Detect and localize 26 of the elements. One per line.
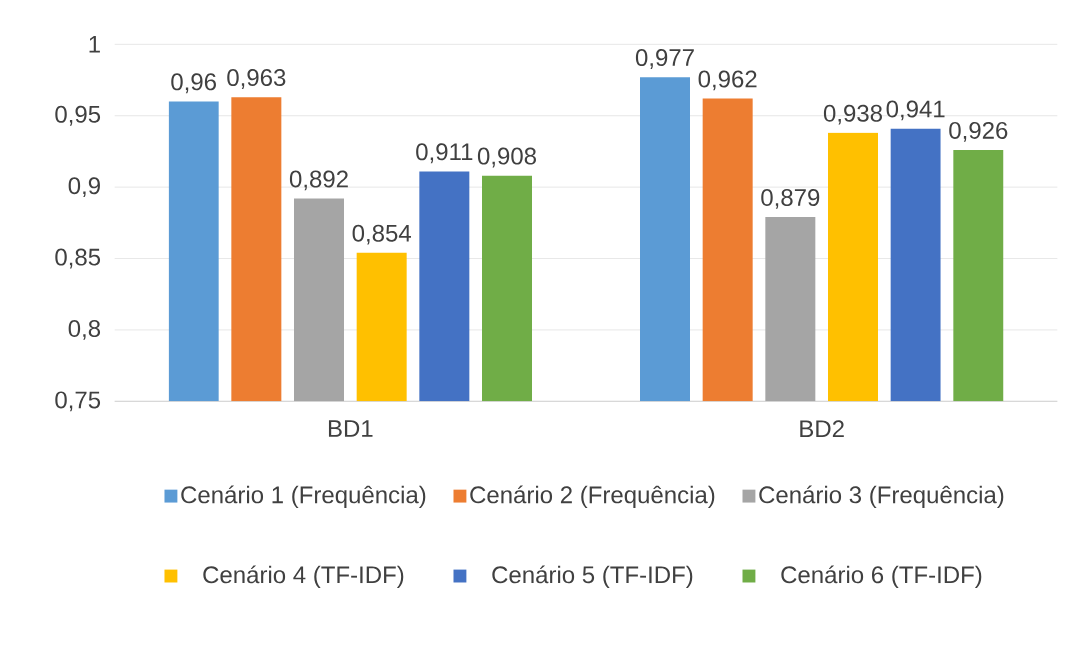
y-tick-label: 0,95 [55,105,101,126]
legend-label: Cenário 5 (TF-IDF) [492,565,693,589]
data-label: 0,879 [761,189,820,210]
legend-label: Cenário 6 (TF-IDF) [781,565,982,589]
y-tick-label: 0,9 [68,177,100,198]
x-tick-label: BD2 [800,420,844,438]
data-label: 0,854 [352,224,411,245]
data-label: 0,96 [171,73,216,94]
data-label: 0,908 [477,147,536,168]
legend-label: Cenário 1 (Frequência) [181,485,426,509]
y-tick-label: 0,8 [68,320,101,341]
x-tick-label: BD1 [328,420,373,437]
data-label: 0,926 [949,122,1008,142]
data-label: 0,911 [416,143,473,164]
legend-label: Cenário 4 (TF-IDF) [203,565,404,589]
y-tick-label: 0,75 [55,391,101,412]
legend-label: Cenário 2 (Frequência) [470,485,715,509]
y-tick-label: 0,85 [55,248,101,269]
y-tick-label: 1 [89,36,100,53]
data-label: 0,892 [289,170,348,191]
data-label: 0,963 [227,69,286,90]
data-label: 0,962 [698,70,757,91]
data-label: 0,977 [635,49,694,70]
data-label: 0,941 [886,100,945,121]
data-label: 0,938 [823,104,882,125]
legend-label: Cenário 3 (Frequência) [759,485,1004,509]
